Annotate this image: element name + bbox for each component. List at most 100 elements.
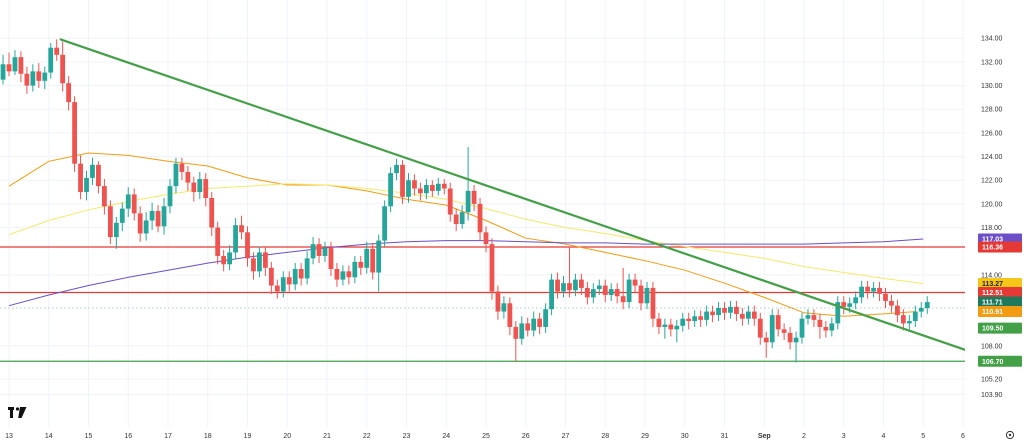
candle-body [561, 283, 566, 292]
candle-body [84, 177, 89, 193]
candle [596, 279, 602, 296]
candle-body [72, 102, 77, 164]
candle [769, 309, 775, 349]
candle [418, 182, 423, 201]
candle [292, 263, 298, 291]
candle [48, 42, 54, 79]
candle-body [286, 277, 292, 285]
candle-body [268, 267, 274, 286]
candle-body [525, 323, 531, 331]
candle [322, 241, 328, 262]
x-tick-label: 27 [562, 433, 570, 440]
candle [501, 296, 507, 319]
candle [763, 331, 769, 358]
tradingview-logo [8, 407, 27, 418]
candle-body [334, 268, 340, 280]
candle-body [24, 73, 30, 86]
candle [626, 273, 632, 309]
candle [668, 318, 674, 337]
candle-body [620, 296, 626, 303]
candle [805, 309, 811, 325]
candle-body [149, 211, 155, 221]
candle-body [30, 71, 36, 86]
x-tick-label: 18 [204, 433, 212, 440]
candle-body [900, 315, 906, 324]
candle-body [918, 308, 924, 312]
price-tag-bg [978, 287, 1022, 299]
settings-icon[interactable] [1005, 430, 1015, 440]
candle-body [119, 208, 125, 223]
candle-body [483, 232, 489, 245]
candle-body [78, 163, 83, 193]
candle-body [167, 186, 173, 207]
x-tick-label: 22 [363, 433, 371, 440]
candle-body [203, 179, 209, 198]
candle [12, 50, 18, 75]
candle [632, 273, 638, 293]
x-tick-label: 29 [641, 433, 649, 440]
candle-body [680, 318, 686, 326]
candle [346, 265, 352, 285]
candle [0, 54, 6, 85]
candle [203, 173, 209, 207]
candle [382, 200, 388, 247]
candle [429, 180, 435, 197]
candle [489, 238, 495, 300]
candle-body [626, 279, 632, 303]
price-tag-label: 106.70 [982, 359, 1004, 366]
y-tick-label: 130.00 [981, 83, 1003, 90]
candle-body [304, 258, 310, 279]
candle [698, 310, 704, 327]
candle-body [501, 303, 507, 312]
candle [811, 309, 817, 327]
candle-body [257, 252, 262, 272]
candle [900, 309, 906, 331]
price-tag: 109.50 [978, 322, 1022, 334]
candle [245, 226, 250, 267]
candle-body [161, 206, 167, 227]
candle-body [781, 329, 787, 333]
candle [394, 158, 399, 181]
candle [889, 295, 894, 313]
candle-body [507, 303, 513, 327]
x-tick-label: 15 [85, 433, 93, 440]
time-axis-panel[interactable] [0, 427, 1024, 443]
candle-body [495, 291, 501, 312]
candle-body [274, 285, 280, 292]
candle-body [209, 197, 215, 228]
candle [388, 167, 393, 213]
candle [24, 66, 30, 94]
candle [734, 300, 739, 322]
descending-trendline[interactable] [59, 38, 973, 353]
candle-body [429, 184, 435, 191]
candle [298, 263, 304, 286]
candle-body [889, 300, 894, 306]
candle [257, 246, 262, 278]
candle-body [0, 64, 6, 80]
x-tick-label: 21 [323, 433, 331, 440]
candle-body [698, 316, 704, 320]
candle-body [734, 306, 739, 314]
candle [268, 261, 274, 294]
candle-body [185, 171, 191, 183]
candle-body [245, 232, 250, 259]
candle [84, 170, 89, 201]
candle [465, 147, 471, 221]
candle [531, 311, 537, 337]
candle-body [233, 225, 238, 253]
candle [18, 51, 24, 83]
candle [251, 252, 256, 280]
price-axis-panel[interactable] [965, 0, 1024, 443]
candle-body [346, 271, 352, 278]
price-tag: 111.71 [978, 296, 1022, 308]
price-tag: 112.51 [978, 287, 1022, 299]
candle-body [435, 183, 441, 191]
candle [686, 312, 692, 330]
candle [185, 166, 191, 191]
candle [262, 247, 268, 277]
price-tag-label: 113.27 [982, 281, 1003, 288]
candle [459, 205, 465, 229]
y-tick-label: 132.00 [981, 59, 1003, 66]
candle-body [519, 323, 525, 339]
